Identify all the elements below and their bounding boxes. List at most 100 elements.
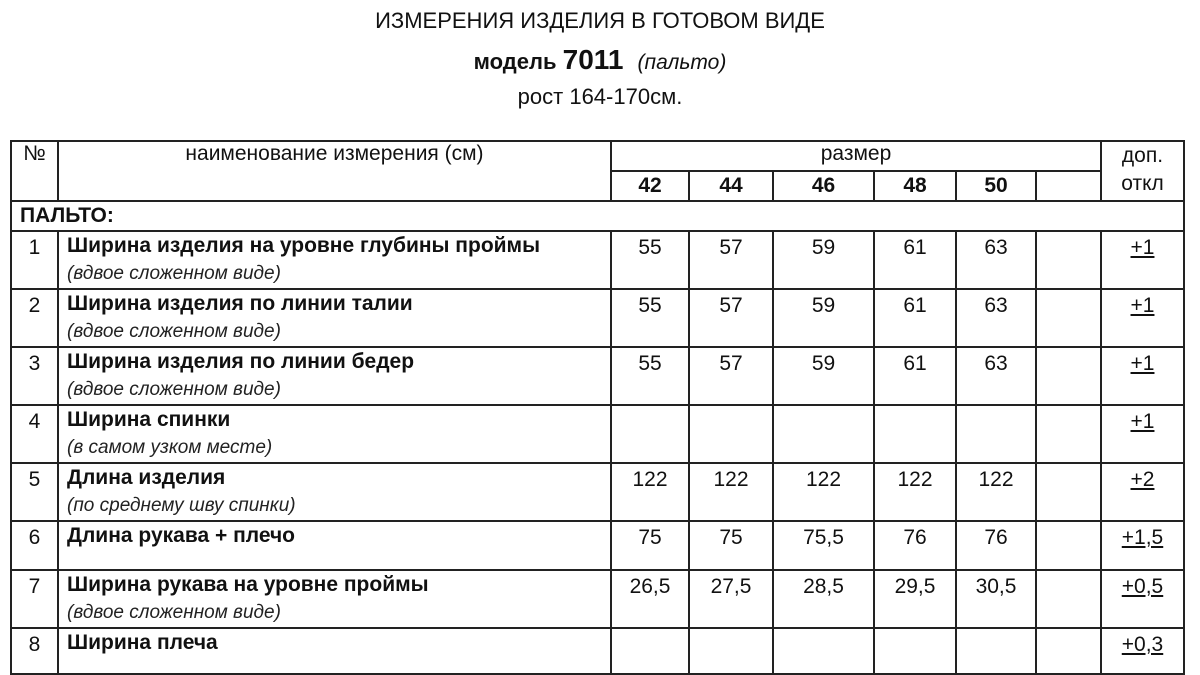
size-header: 46 — [772, 170, 875, 202]
document-title: ИЗМЕРЕНИЯ ИЗДЕЛИЯ В ГОТОВОМ ВИДЕ — [375, 8, 825, 33]
size-header: 50 — [955, 170, 1037, 202]
size-value: 75 — [688, 520, 774, 571]
measurement-title: Ширина изделия по линии бедер — [67, 350, 415, 373]
header-name: наименование измерения (см) — [57, 140, 612, 202]
model-line: модель 7011 (пальто) — [0, 44, 1200, 76]
size-value — [955, 404, 1037, 464]
size-value: 61 — [873, 230, 957, 290]
table-row: 3 Ширина изделия по линии бедер (вдвое сл… — [10, 346, 1185, 406]
size-label: 42 — [638, 174, 662, 197]
header-tolerance-line1: доп. — [1121, 144, 1164, 167]
tolerance-value: +1 — [1100, 346, 1185, 406]
size-value — [1035, 346, 1102, 406]
size-value: 57 — [688, 346, 774, 406]
measurement-note: (вдвое сложенном виде) — [67, 602, 281, 623]
measurements-table: № наименование измерения (см) размер доп… — [10, 140, 1185, 675]
size-value: 55 — [610, 288, 690, 348]
size-header — [1035, 170, 1102, 202]
size-label: 44 — [719, 174, 743, 197]
table-row: 6 Длина рукава + плечо 75 75 75,5 76 76 +1,5 — [10, 520, 1185, 571]
size-value: 30,5 — [955, 569, 1037, 629]
size-value — [688, 404, 774, 464]
row-number: 7 — [10, 569, 59, 629]
tolerance-text: +1 — [1130, 236, 1155, 259]
tolerance-value: +1 — [1100, 288, 1185, 348]
size-header: 44 — [688, 170, 774, 202]
table-row: 4 Ширина спинки (в самом узком месте) +1 — [10, 404, 1185, 464]
measurement-name: Ширина изделия по линии бедер (вдвое слож… — [57, 346, 612, 406]
size-label: 48 — [903, 174, 927, 197]
size-value — [1035, 288, 1102, 348]
table-row: 2 Ширина изделия по линии талии (вдвое сл… — [10, 288, 1185, 348]
size-value: 27,5 — [688, 569, 774, 629]
table-row: 7 Ширина рукава на уровне проймы (вдвое с… — [10, 569, 1185, 629]
measurement-name: Ширина спинки (в самом узком месте) — [57, 404, 612, 464]
measurement-note: (вдвое сложенном виде) — [67, 379, 281, 400]
section-label: ПАЛЬТО: — [10, 200, 1185, 232]
tolerance-text: +1 — [1130, 410, 1155, 433]
size-value: 75 — [610, 520, 690, 571]
tolerance-value: +0,3 — [1100, 627, 1185, 675]
size-value: 57 — [688, 230, 774, 290]
header-size: размер — [610, 140, 1102, 172]
measurement-name: Ширина рукава на уровне проймы (вдвое сло… — [57, 569, 612, 629]
header-tolerance: доп. откл — [1100, 140, 1185, 202]
size-value — [1035, 520, 1102, 571]
size-header: 48 — [873, 170, 957, 202]
tolerance-value: +1,5 — [1100, 520, 1185, 571]
measurement-title: Ширина изделия по линии талии — [67, 292, 413, 315]
size-value — [1035, 462, 1102, 522]
measurement-name: Ширина изделия по линии талии (вдвое слож… — [57, 288, 612, 348]
table-row: 1 Ширина изделия на уровне глубины пройм… — [10, 230, 1185, 290]
size-value: 55 — [610, 230, 690, 290]
size-value: 59 — [772, 288, 875, 348]
size-value — [873, 404, 957, 464]
size-value: 55 — [610, 346, 690, 406]
measurement-note: (в самом узком месте) — [67, 437, 273, 458]
size-value — [1035, 627, 1102, 675]
measurement-name: Ширина плеча — [57, 627, 612, 675]
row-number: 5 — [10, 462, 59, 522]
size-value: 122 — [772, 462, 875, 522]
tolerance-value: +1 — [1100, 404, 1185, 464]
size-value — [772, 627, 875, 675]
measurement-title: Длина рукава + плечо — [67, 524, 295, 547]
header-tolerance-line2: откл — [1121, 172, 1164, 195]
model-label: модель — [473, 49, 557, 74]
size-header: 42 — [610, 170, 690, 202]
tolerance-text: +0,5 — [1121, 575, 1164, 598]
measurement-name: Ширина изделия на уровне глубины проймы (… — [57, 230, 612, 290]
row-number: 6 — [10, 520, 59, 571]
size-value: 57 — [688, 288, 774, 348]
size-value: 29,5 — [873, 569, 957, 629]
size-value: 63 — [955, 346, 1037, 406]
size-value: 59 — [772, 230, 875, 290]
model-type: (пальто) — [637, 51, 727, 74]
size-value: 122 — [610, 462, 690, 522]
size-value: 75,5 — [772, 520, 875, 571]
tolerance-text: +1,5 — [1121, 526, 1164, 549]
size-value — [688, 627, 774, 675]
size-value: 63 — [955, 288, 1037, 348]
tolerance-text: +1 — [1130, 352, 1155, 375]
tolerance-text: +2 — [1130, 468, 1155, 491]
measurement-title: Ширина плеча — [67, 631, 218, 654]
measurement-title: Ширина спинки — [67, 408, 231, 431]
size-value — [1035, 404, 1102, 464]
size-value — [772, 404, 875, 464]
size-value: 76 — [955, 520, 1037, 571]
size-label: 50 — [984, 174, 1008, 197]
measurement-name: Длина изделия (по среднему шву спинки) — [57, 462, 612, 522]
size-value: 59 — [772, 346, 875, 406]
tolerance-value: +0,5 — [1100, 569, 1185, 629]
size-value — [610, 404, 690, 464]
tolerance-value: +2 — [1100, 462, 1185, 522]
size-value: 122 — [873, 462, 957, 522]
tolerance-text: +1 — [1130, 294, 1155, 317]
size-value: 122 — [955, 462, 1037, 522]
size-value: 61 — [873, 346, 957, 406]
size-label: 46 — [811, 174, 836, 197]
size-value — [873, 627, 957, 675]
size-value: 76 — [873, 520, 957, 571]
measurement-note: (вдвое сложенном виде) — [67, 321, 281, 342]
